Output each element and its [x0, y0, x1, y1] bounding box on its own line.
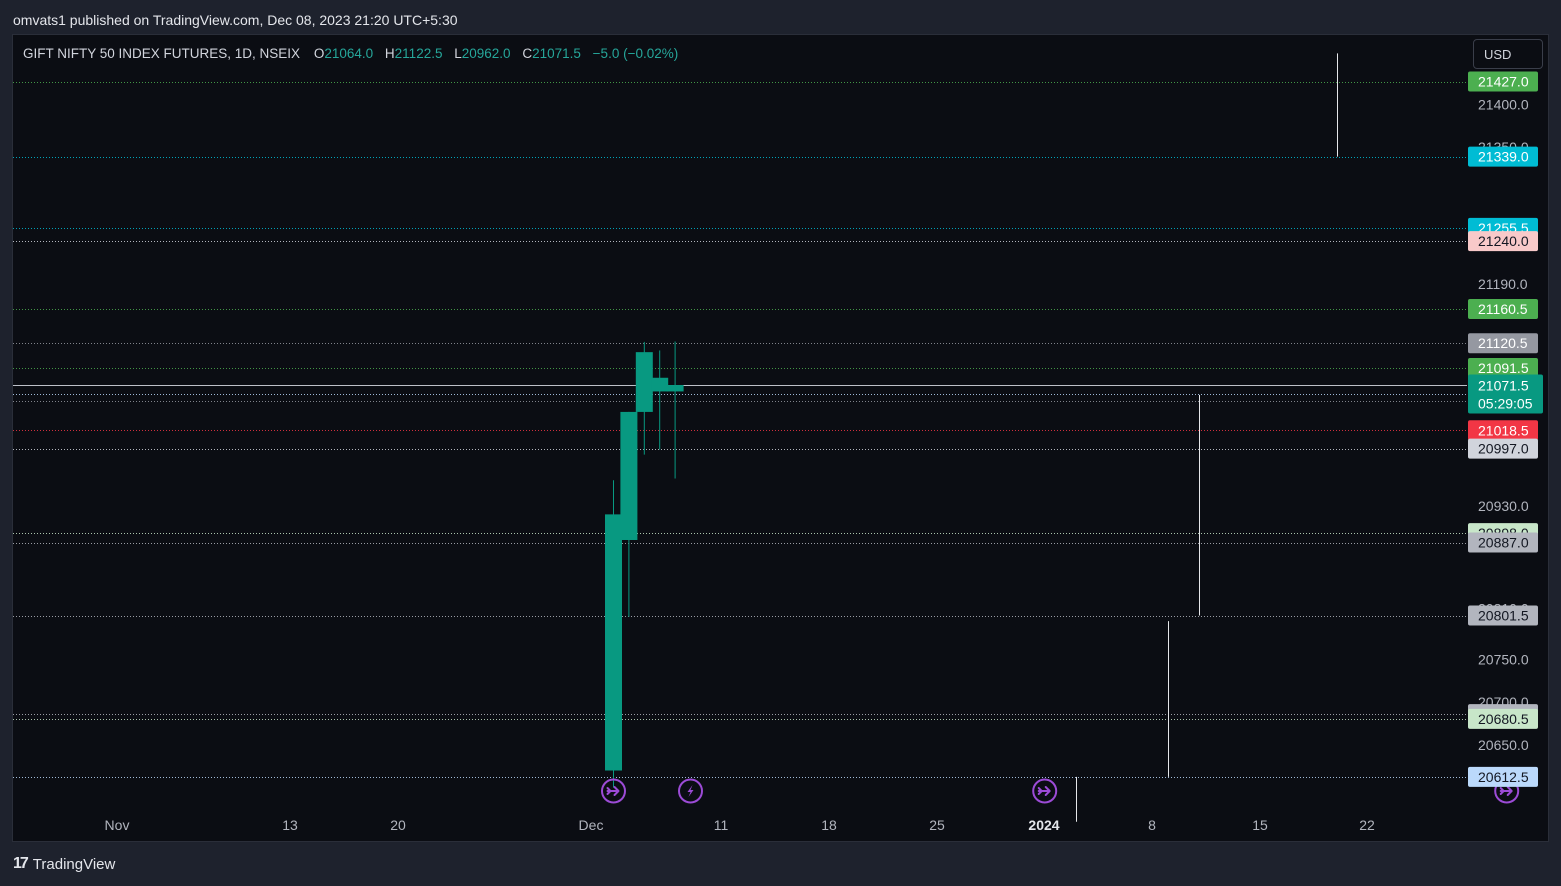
high-value: 21122.5	[394, 46, 443, 61]
price-badge-bg	[1468, 299, 1538, 320]
symbol-name[interactable]: GIFT NIFTY 50 INDEX FUTURES, 1D, NSEIX	[23, 46, 301, 61]
split-glyph	[606, 786, 620, 796]
candle-body	[651, 377, 669, 392]
price-badge: 20612.5	[1468, 766, 1538, 787]
x-axis-tick: Dec	[579, 817, 604, 833]
price-badge-label: 21018.5	[1478, 422, 1529, 438]
x-axis: Nov 13 20 Dec 11 18 25 2024 8 15 22	[105, 817, 1375, 833]
y-axis: 21350.020810.020700.020650.021400.021190…	[1468, 71, 1543, 787]
price-badge-label: 21120.5	[1478, 335, 1528, 351]
price-badge-bg	[1468, 231, 1538, 252]
candle-body	[666, 385, 684, 392]
split-icon	[1032, 778, 1058, 804]
y-axis-tick: 21400.0	[1478, 97, 1529, 113]
split-glyph	[1499, 786, 1513, 796]
x-axis-tick: 8	[1148, 817, 1156, 833]
open-value: 21064.0	[324, 46, 374, 61]
price-badge-bg	[1468, 420, 1538, 441]
brand-name: TradingView	[32, 855, 116, 873]
price-badge-label: 20612.5	[1478, 769, 1529, 785]
price-badge-bg	[1468, 357, 1538, 378]
close-label: C	[522, 46, 533, 61]
vertical-lines	[1076, 53, 1338, 822]
price-badge: 21339.0	[1468, 146, 1538, 167]
price-badge-bg	[1468, 532, 1538, 553]
tradingview-logo-icon: 17	[13, 855, 29, 872]
split-glyph	[1037, 786, 1051, 796]
candles	[605, 341, 684, 788]
lightning-icon	[678, 778, 703, 804]
y-axis-tick: 20650.0	[1478, 737, 1529, 753]
y-axis-tick: 20750.0	[1478, 652, 1529, 668]
price-badge-bg	[1468, 605, 1538, 626]
price-badge: 21120.5	[1468, 333, 1538, 354]
price-badge-label: 20801.5	[1478, 608, 1529, 624]
open-label: O	[313, 46, 325, 61]
x-axis-tick: 11	[714, 817, 729, 833]
event-markers	[601, 778, 1520, 804]
low-label: L	[454, 46, 462, 61]
price-badge: 20997.0	[1468, 438, 1538, 459]
current-price-badge: 21071.5 05:29:05	[1468, 374, 1543, 414]
change-value: −5.0 (−0.02%)	[592, 46, 679, 61]
price-badge-bg	[1468, 333, 1538, 354]
price-badge-label: 20680.5	[1478, 711, 1529, 727]
x-axis-tick: Nov	[105, 817, 130, 833]
split-icon	[601, 778, 626, 804]
price-badge-bg	[1468, 708, 1538, 729]
marker-ring	[678, 778, 703, 804]
price-badge: 21091.5	[1468, 357, 1538, 378]
current-price-badge-bg	[1468, 374, 1543, 414]
price-badge: 20887.0	[1468, 532, 1538, 553]
countdown-label: 05:29:05	[1478, 396, 1533, 412]
candle-body	[620, 411, 638, 540]
publish-header: omvats1 published on TradingView.com, De…	[13, 12, 458, 28]
price-badge: 20680.5	[1468, 708, 1538, 729]
price-badge-bg	[1468, 438, 1538, 459]
price-badge: 21018.5	[1468, 420, 1538, 441]
price-badge-label: 21339.0	[1478, 149, 1529, 165]
chart-pane[interactable]	[12, 34, 1549, 842]
tradingview-logo[interactable]: 17 TradingView	[13, 854, 115, 874]
x-axis-tick: 20	[390, 817, 406, 833]
price-badge-label: 21091.5	[1478, 360, 1529, 376]
price-badge: 21160.5	[1468, 299, 1538, 320]
price-badge: 21240.0	[1468, 231, 1538, 252]
price-badge-label: 21240.0	[1478, 233, 1529, 249]
x-axis-tick: 15	[1252, 817, 1268, 833]
marker-ring	[1032, 778, 1058, 804]
price-badge-label: 21427.0	[1478, 74, 1529, 90]
marker-ring	[601, 778, 626, 804]
price-badge-bg	[1468, 766, 1538, 787]
horizontal-levels	[13, 82, 1467, 778]
x-axis-tick: 13	[282, 817, 298, 833]
x-axis-tick: 22	[1359, 817, 1375, 833]
close-value: 21071.5	[532, 46, 581, 61]
price-badge-bg	[1468, 71, 1538, 92]
currency-button[interactable]: USD	[1473, 39, 1543, 69]
price-badge-label: 20997.0	[1478, 441, 1529, 457]
candle-body	[635, 352, 653, 412]
price-badge-label: 20887.0	[1478, 535, 1529, 551]
x-axis-tick: 18	[821, 817, 837, 833]
current-price-label: 21071.5	[1478, 378, 1529, 394]
price-badge-bg	[1468, 146, 1538, 167]
low-value: 20962.0	[461, 46, 511, 61]
candle-body	[605, 514, 622, 771]
high-label: H	[384, 46, 395, 61]
lightning-glyph	[687, 785, 694, 797]
y-axis-tick: 20930.0	[1478, 498, 1529, 514]
y-axis-tick: 21190.0	[1478, 276, 1528, 292]
x-axis-tick: 2024	[1028, 817, 1059, 833]
currency-label: USD	[1484, 46, 1512, 62]
price-badge: 20801.5	[1468, 605, 1538, 626]
x-axis-tick: 25	[929, 817, 945, 833]
price-badge-label: 21160.5	[1478, 301, 1528, 317]
price-badge: 21427.0	[1468, 71, 1538, 92]
symbol-legend: GIFT NIFTY 50 INDEX FUTURES, 1D, NSEIX O…	[23, 44, 686, 64]
